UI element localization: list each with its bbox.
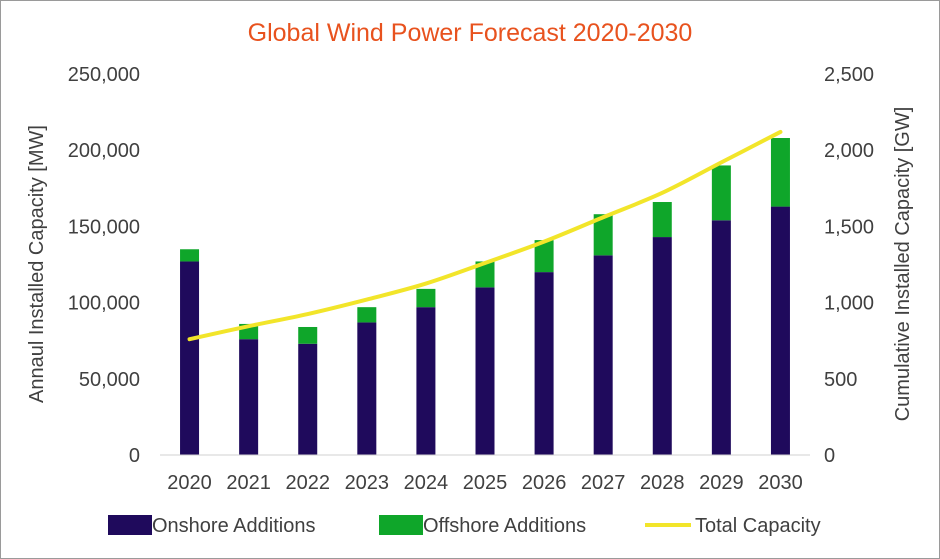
bar-offshore-2027 — [593, 214, 613, 256]
x-tick-label-2021: 2021 — [226, 472, 271, 494]
bar-offshore-2029 — [711, 165, 731, 221]
legend-swatch-offshore — [379, 515, 423, 535]
bar-onshore-2020 — [180, 261, 200, 455]
bar-onshore-2028 — [652, 237, 672, 455]
left-tick-label: 50,000 — [79, 369, 140, 391]
bar-offshore-2023 — [357, 307, 377, 323]
x-tick-label-2030: 2030 — [758, 472, 803, 494]
legend: Onshore Additions Offshore Additions Tot… — [108, 515, 821, 537]
bar-onshore-2027 — [593, 255, 613, 455]
legend-label-offshore: Offshore Additions — [423, 515, 586, 537]
x-tick-label-2027: 2027 — [581, 472, 626, 494]
line-total-capacity — [187, 129, 783, 342]
x-tick-label-2020: 2020 — [167, 472, 212, 494]
x-tick-label-2022: 2022 — [285, 472, 330, 494]
chart-title: Global Wind Power Forecast 2020-2030 — [248, 19, 693, 47]
bar-onshore-2029 — [711, 220, 731, 455]
bar-onshore-2030 — [770, 206, 790, 455]
x-tick-label-2028: 2028 — [640, 472, 685, 494]
x-axis-ticks: 2020 2021 2022 2023 2024 2025 2026 2027 2028 2029… — [167, 472, 802, 494]
bar-onshore-2022 — [298, 343, 318, 455]
x-tick-label-2024: 2024 — [404, 472, 449, 494]
bar-onshore-2026 — [534, 272, 554, 455]
right-axis-title: Cumulative Installed Capacity [GW] — [892, 107, 914, 422]
bar-offshore-2022 — [298, 326, 318, 344]
bar-offshore-2026 — [534, 240, 554, 273]
right-tick-label: 1,000 — [824, 293, 874, 315]
bar-offshore-2030 — [770, 138, 790, 207]
left-tick-label: 200,000 — [68, 140, 140, 162]
bar-series — [180, 138, 790, 455]
x-tick-label-2025: 2025 — [463, 472, 508, 494]
right-tick-label: 2,500 — [824, 64, 874, 86]
left-tick-label: 150,000 — [68, 216, 140, 238]
left-axis-title: Annaul Installed Capacity [MW] — [26, 125, 48, 403]
x-tick-label-2029: 2029 — [699, 472, 744, 494]
bar-onshore-2021 — [239, 339, 259, 455]
bar-onshore-2025 — [475, 287, 495, 455]
bar-onshore-2023 — [357, 322, 377, 455]
x-tick-label-2026: 2026 — [522, 472, 567, 494]
bar-offshore-2025 — [475, 261, 495, 288]
legend-label-total-capacity: Total Capacity — [695, 515, 821, 537]
bar-offshore-2024 — [416, 288, 436, 308]
right-axis-ticks: 0 500 1,000 1,500 2,000 2,500 — [824, 64, 874, 467]
left-axis-ticks: 0 50,000 100,000 150,000 200,000 250,000 — [68, 64, 140, 467]
bar-onshore-2024 — [416, 307, 436, 455]
right-tick-label: 0 — [824, 445, 835, 467]
left-tick-label: 100,000 — [68, 293, 140, 315]
x-tick-label-2023: 2023 — [345, 472, 390, 494]
legend-label-onshore: Onshore Additions — [152, 515, 315, 537]
right-tick-label: 2,000 — [824, 140, 874, 162]
bar-offshore-2020 — [180, 249, 200, 262]
bar-offshore-2028 — [652, 202, 672, 238]
legend-swatch-onshore — [108, 515, 152, 535]
line-series — [187, 129, 783, 342]
left-tick-label: 0 — [129, 445, 140, 467]
right-tick-label: 1,500 — [824, 216, 874, 238]
left-tick-label: 250,000 — [68, 64, 140, 86]
right-tick-label: 500 — [824, 369, 857, 391]
